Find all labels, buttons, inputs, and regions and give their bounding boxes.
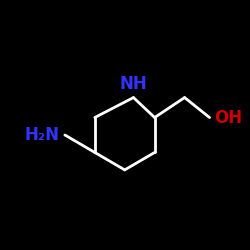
Text: OH: OH — [214, 108, 243, 126]
Text: NH: NH — [120, 74, 147, 92]
Text: H₂N: H₂N — [25, 126, 60, 144]
